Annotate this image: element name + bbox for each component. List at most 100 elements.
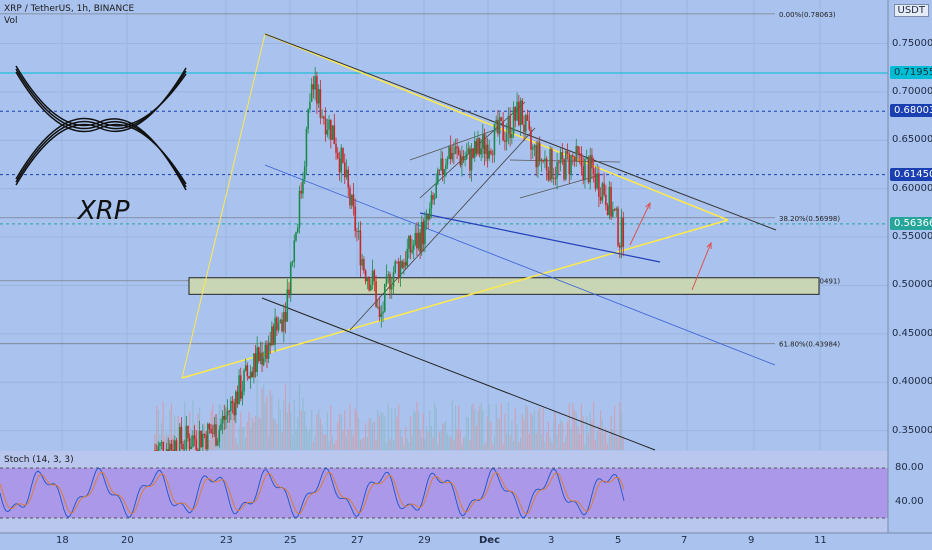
volume-bar <box>565 435 567 450</box>
candle-body <box>526 114 529 121</box>
candle-body <box>175 440 178 456</box>
volume-bar <box>458 405 460 450</box>
candle-body <box>542 159 544 162</box>
candle-body <box>467 148 470 155</box>
candle-body <box>390 286 393 290</box>
volume-bar <box>448 435 450 450</box>
volume-bar <box>409 416 412 450</box>
volume-bar <box>375 439 377 450</box>
candle-body <box>321 116 323 118</box>
volume-bar <box>603 432 605 450</box>
candle-body <box>472 148 474 158</box>
volume-bar <box>478 406 481 450</box>
volume-bar <box>601 419 603 450</box>
candle-body <box>408 235 410 249</box>
candle-body <box>249 371 252 379</box>
candle-body <box>427 215 429 220</box>
price-axis-background <box>888 0 932 550</box>
volume-bar <box>361 438 363 450</box>
candle-body <box>328 119 330 130</box>
time-tick: 29 <box>418 535 431 546</box>
candle-body <box>225 415 227 420</box>
volume-bar <box>605 427 607 450</box>
candle-body <box>233 403 235 416</box>
candle-body <box>218 429 221 442</box>
volume-bar <box>298 384 301 450</box>
candle-body <box>373 270 376 281</box>
volume-bar <box>164 436 166 450</box>
time-tick: 5 <box>615 535 622 546</box>
candle-body <box>262 358 265 365</box>
candle-body <box>519 100 522 126</box>
volume-bar <box>619 401 621 450</box>
volume-bar <box>392 440 395 450</box>
volume-bar <box>446 433 449 450</box>
volume-bar <box>254 415 257 450</box>
volume-bar <box>177 415 179 450</box>
candle-body <box>392 272 395 287</box>
wedge-line <box>519 174 601 199</box>
volume-bar <box>582 416 584 450</box>
volume-bar <box>500 402 503 450</box>
volume-bar <box>316 413 318 450</box>
candle-body <box>511 134 513 139</box>
candle-body <box>399 261 402 278</box>
candle-body <box>371 270 374 285</box>
volume-bar <box>559 419 562 450</box>
volume-bar <box>162 401 164 450</box>
volume-bar <box>429 409 431 450</box>
volume-bar <box>259 419 262 450</box>
volume-bar <box>514 408 516 450</box>
candle-body <box>598 173 600 197</box>
candle-body <box>549 149 551 181</box>
candle-body <box>243 370 245 392</box>
volume-bar <box>474 409 476 450</box>
candle-body <box>208 423 211 429</box>
candle-body <box>317 89 320 104</box>
volume-bar <box>307 432 309 450</box>
volume-bar <box>419 429 421 450</box>
candle-body <box>221 415 224 424</box>
volume-bar <box>245 437 247 450</box>
candle-body <box>411 249 413 253</box>
volume-bar <box>435 407 437 450</box>
volume-bar <box>518 442 520 450</box>
candle-body <box>170 443 173 450</box>
candle-body <box>203 433 206 435</box>
volume-bar <box>330 405 332 450</box>
candle-body <box>596 173 598 189</box>
volume-bar <box>228 420 230 450</box>
candle-body <box>361 259 363 266</box>
volume-bar <box>335 439 337 450</box>
volume-bar <box>344 410 346 450</box>
volume-bar <box>554 410 556 450</box>
candle-body <box>538 142 541 162</box>
volume-bar <box>290 412 292 450</box>
currency-label[interactable]: USDT <box>893 4 929 17</box>
volume-bar <box>217 417 219 450</box>
candle-body <box>531 147 534 150</box>
price-badge: 0.71955 <box>890 66 932 80</box>
volume-bar <box>160 423 163 450</box>
candle-body <box>570 155 572 175</box>
candle-body <box>305 128 308 167</box>
volume-bar <box>238 427 240 450</box>
candle-body <box>618 245 621 248</box>
volume-bar <box>504 413 506 450</box>
volume-bar <box>230 409 232 450</box>
volume-bar <box>342 430 344 450</box>
volume-bar <box>615 436 617 450</box>
candle-body <box>378 306 381 317</box>
volume-bar <box>495 404 497 450</box>
candle-body <box>620 217 623 248</box>
candle-body <box>454 146 457 154</box>
candle-body <box>500 117 503 121</box>
volume-bar <box>573 410 576 450</box>
volume-bar <box>251 417 253 450</box>
price-tick: 0.65000 <box>892 134 932 146</box>
grid <box>0 0 888 450</box>
volume-bar <box>274 419 276 450</box>
volume-bar <box>525 404 527 450</box>
volume-bar <box>600 410 602 450</box>
